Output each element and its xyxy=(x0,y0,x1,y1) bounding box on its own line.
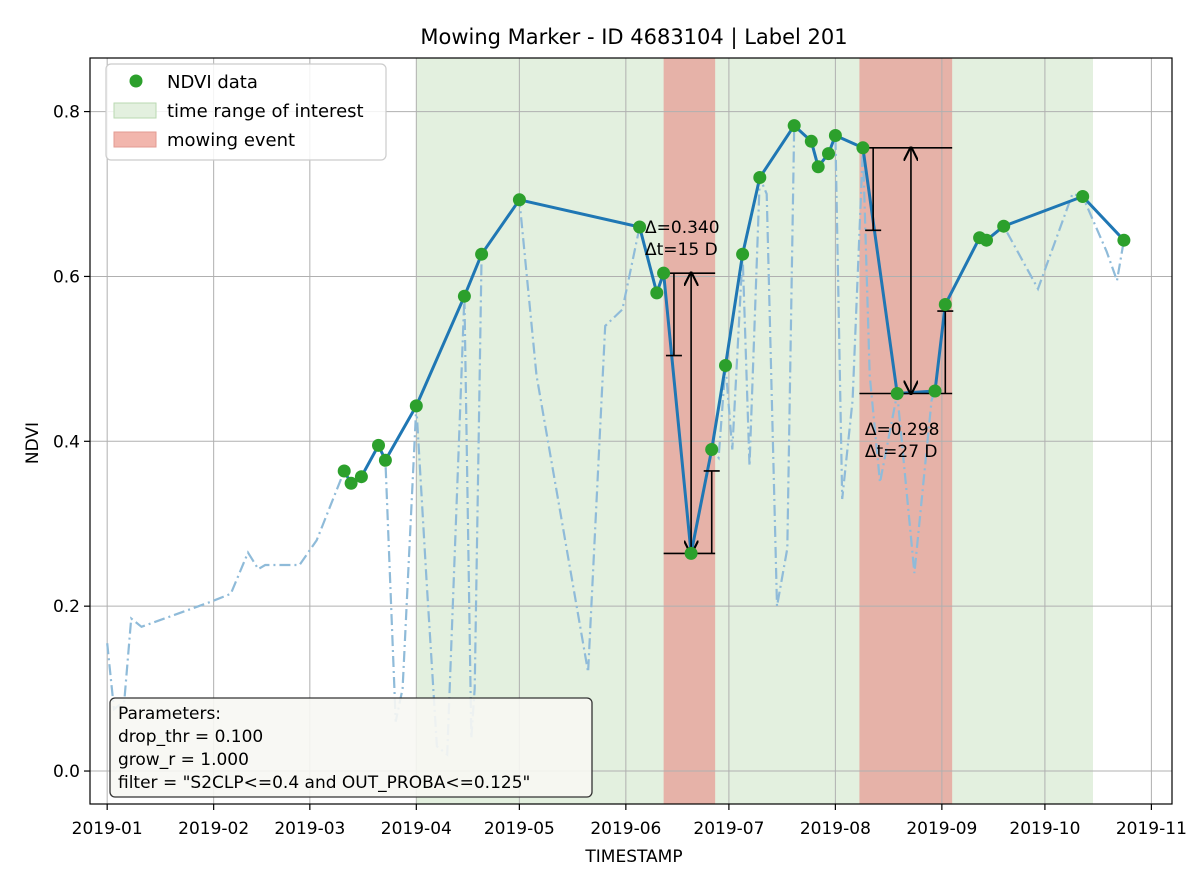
y-axis-label: NDVI xyxy=(23,422,43,464)
x-tick-label: 2019-02 xyxy=(178,819,249,839)
ndvi-data-point xyxy=(828,129,842,142)
y-tick-label: 0.2 xyxy=(53,597,80,617)
ndvi-data-point xyxy=(980,233,993,247)
ndvi-data-point xyxy=(409,399,423,413)
ndvi-data-point xyxy=(344,476,358,490)
dt-label: Δt=15 D xyxy=(645,240,718,260)
parameters-line: Parameters: xyxy=(118,704,221,724)
ndvi-data-point xyxy=(997,219,1011,233)
ndvi-data-point xyxy=(1076,190,1090,203)
y-tick-label: 0.0 xyxy=(53,762,80,782)
ndvi-data-point xyxy=(684,546,698,560)
y-tick-label: 0.8 xyxy=(53,103,80,123)
ndvi-data-point xyxy=(856,141,870,155)
parameters-box-frame xyxy=(109,697,593,798)
legend-marker-ndvi xyxy=(129,74,143,88)
x-tick-label: 2019-01 xyxy=(72,819,143,839)
event-spans xyxy=(416,58,1093,804)
ndvi-data-point xyxy=(354,470,368,484)
x-tick-label: 2019-05 xyxy=(484,819,555,839)
ndvi-data-point xyxy=(475,247,489,261)
x-tick-label: 2019-08 xyxy=(800,819,871,839)
legend-label-ndvi: NDVI data xyxy=(167,72,258,93)
x-tick-label: 2019-09 xyxy=(906,819,977,839)
ndvi-data-point xyxy=(938,298,952,311)
ndvi-data-point xyxy=(890,387,904,400)
dt-label: Δt=27 D xyxy=(865,442,938,462)
ndvi-data-point xyxy=(1117,233,1131,247)
ndvi-data-point xyxy=(705,443,719,456)
delta-label: Δ=0.340 xyxy=(645,218,720,238)
parameters-line: grow_r = 1.000 xyxy=(118,750,249,770)
ndvi-data-point xyxy=(804,134,818,148)
ndvi-data-point xyxy=(928,384,942,398)
x-tick-label: 2019-07 xyxy=(693,819,764,839)
legend-label-interest: time range of interest xyxy=(167,101,364,122)
ndvi-markers xyxy=(337,119,1131,560)
parameters-line: filter = "S2CLP<=0.4 and OUT_PROBA<=0.12… xyxy=(118,773,530,793)
legend-label-mowing: mowing event xyxy=(167,130,295,151)
ndvi-data-point xyxy=(657,266,671,280)
legend-swatch-interest xyxy=(113,102,157,119)
mowing-event-span xyxy=(663,58,716,804)
ndvi-data-point xyxy=(822,147,835,161)
y-tick-label: 0.6 xyxy=(53,267,80,287)
plot-frame xyxy=(89,57,1173,805)
legend-swatch-mowing xyxy=(113,131,157,148)
legend: NDVI data time range of interest mowing … xyxy=(105,63,387,161)
delta-label: Δ=0.298 xyxy=(865,420,940,440)
x-tick-label: 2019-06 xyxy=(590,819,661,839)
x-tick-label: 2019-10 xyxy=(1009,819,1080,839)
x-axis-label: TIMESTAMP xyxy=(584,847,682,867)
ndvi-data-point xyxy=(719,359,732,372)
legend-box xyxy=(105,63,387,161)
x-axis: 2019-01 2019-02 2019-03 2019-04 2019-05 2019-… xyxy=(72,804,1187,839)
parameters-line: drop_thr = 0.100 xyxy=(118,727,263,747)
chart-title: Mowing Marker - ID 4683104 | Label 201 xyxy=(420,25,847,50)
ndvi-data-point xyxy=(372,438,385,452)
ndvi-data-point xyxy=(736,247,750,261)
ndvi-data-point xyxy=(811,160,825,174)
time-range-of-interest-span xyxy=(416,58,1093,804)
y-tick-label: 0.4 xyxy=(53,432,80,452)
ndvi-data-point xyxy=(753,171,767,184)
ndvi-data-point xyxy=(512,193,526,207)
ndvi-data-point xyxy=(650,286,664,300)
x-tick-label: 2019-11 xyxy=(1116,819,1187,839)
ndvi-data-point xyxy=(378,453,392,467)
x-tick-label: 2019-03 xyxy=(274,819,345,839)
y-axis: 0.0 0.2 0.4 0.6 0.8 xyxy=(53,103,90,782)
ndvi-data-point xyxy=(457,289,471,303)
ndvi-data-point xyxy=(337,464,351,478)
ndvi-data-point xyxy=(787,119,801,133)
x-tick-label: 2019-04 xyxy=(381,819,452,839)
ndvi-data-point xyxy=(633,220,647,234)
parameters-box: Parameters: drop_thr = 0.100 grow_r = 1.… xyxy=(109,697,593,798)
